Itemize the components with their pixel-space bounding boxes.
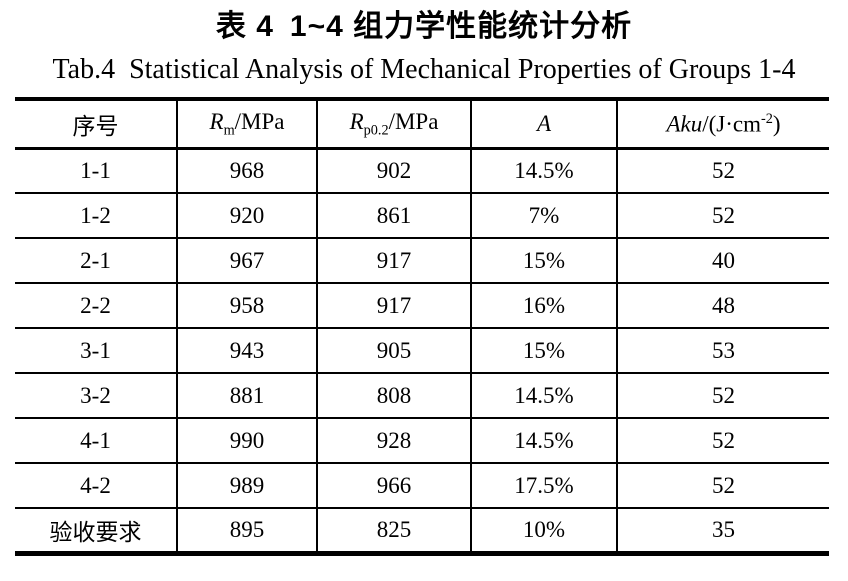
- table-cell: 2-2: [80, 292, 111, 318]
- table-cell: 3-1: [80, 337, 111, 363]
- column-header-elongation: A: [470, 99, 617, 149]
- table-body: 1-1 968 902 14.5% 52 1-2 920 861 7% 52 2-1 967 917 15…: [15, 148, 829, 554]
- rm-unit: /MPa: [234, 108, 285, 134]
- table-cell: 861: [316, 193, 471, 239]
- table-cell: 14.5%: [470, 148, 617, 194]
- table-cell: 48: [616, 283, 829, 329]
- table-cell: 808: [316, 373, 471, 419]
- table-cell: 52: [616, 418, 829, 464]
- table-title-en: Tab.4 Statistical Analysis of Mechanical …: [0, 52, 848, 88]
- table-cell: 1-1: [80, 158, 111, 184]
- mechanical-properties-table: 序号 Rm/MPa Rp0.2/MPa A Aku/(J·cm-2) 1-1 96…: [15, 97, 829, 556]
- table-cell: 14.5%: [470, 373, 617, 419]
- table-cell: 52: [616, 148, 829, 194]
- table-cell: 917: [316, 283, 471, 329]
- aku-symbol: Aku: [666, 111, 703, 137]
- table-cell: 917: [316, 238, 471, 284]
- column-header-rm: Rm/MPa: [176, 99, 317, 149]
- aku-unit-close: ): [772, 111, 781, 137]
- table-cell: 4-1: [80, 427, 111, 453]
- column-header-serial: 序号: [72, 114, 119, 140]
- title-en-number: Tab.4: [52, 54, 116, 85]
- table-cell: 958: [176, 283, 317, 329]
- table-row: 4-1 990 928 14.5% 52: [15, 418, 829, 464]
- table-cell: 验收要求: [49, 520, 142, 546]
- table-cell: 7%: [470, 193, 617, 239]
- table-row: 2-2 958 917 16% 48: [15, 283, 829, 329]
- table-cell: 902: [316, 148, 471, 194]
- table-row: 4-2 989 966 17.5% 52: [15, 463, 829, 509]
- table-row: 2-1 967 917 15% 40: [15, 238, 829, 284]
- rp02-symbol: R: [349, 108, 364, 134]
- table-header: 序号 Rm/MPa Rp0.2/MPa A Aku/(J·cm-2): [15, 99, 829, 149]
- header-row: 序号 Rm/MPa Rp0.2/MPa A Aku/(J·cm-2): [15, 99, 829, 149]
- table-cell: 35: [616, 508, 829, 554]
- table-cell: 17.5%: [470, 463, 617, 509]
- table-cell: 905: [316, 328, 471, 374]
- table-cell: 14.5%: [470, 418, 617, 464]
- table-cell: 943: [176, 328, 317, 374]
- title-en-text: Statistical Analysis of Mechanical Prope…: [129, 54, 796, 85]
- table-title-zh: 表 4 1~4 组力学性能统计分析: [0, 7, 848, 46]
- column-header-aku: Aku/(J·cm-2): [616, 99, 829, 149]
- table-cell: 1-2: [80, 202, 111, 228]
- table-row: 3-2 881 808 14.5% 52: [15, 373, 829, 419]
- table-cell: 52: [616, 373, 829, 419]
- table-cell: 928: [316, 418, 471, 464]
- rp02-unit: /MPa: [388, 108, 439, 134]
- table-cell: 967: [176, 238, 317, 284]
- table-cell: 52: [616, 193, 829, 239]
- column-header-rp02: Rp0.2/MPa: [316, 99, 471, 149]
- table-cell: 895: [176, 508, 317, 554]
- table-cell: 40: [616, 238, 829, 284]
- elongation-symbol: A: [536, 111, 552, 137]
- table-row: 1-1 968 902 14.5% 52: [15, 148, 829, 194]
- table-cell: 16%: [470, 283, 617, 329]
- paper-page: 表 4 1~4 组力学性能统计分析 Tab.4 Statistical Analys…: [0, 7, 848, 556]
- table-cell: 10%: [470, 508, 617, 554]
- table-cell: 2-1: [80, 247, 111, 273]
- table-cell: 989: [176, 463, 317, 509]
- table-cell: 825: [316, 508, 471, 554]
- table-cell: 966: [316, 463, 471, 509]
- rp02-subscript: p0.2: [363, 122, 389, 139]
- table-cell: 15%: [470, 328, 617, 374]
- table-cell: 968: [176, 148, 317, 194]
- table-cell: 53: [616, 328, 829, 374]
- table-cell: 881: [176, 373, 317, 419]
- table-row: 3-1 943 905 15% 53: [15, 328, 829, 374]
- table-cell: 52: [616, 463, 829, 509]
- table-row: 1-2 920 861 7% 52: [15, 193, 829, 239]
- table-cell: 4-2: [80, 472, 111, 498]
- table-row: 验收要求 895 825 10% 35: [15, 508, 829, 554]
- aku-exponent: -2: [760, 110, 773, 127]
- rm-subscript: m: [223, 122, 235, 139]
- title-zh-number: 表 4: [215, 10, 274, 43]
- table-cell: 3-2: [80, 382, 111, 408]
- table-cell: 990: [176, 418, 317, 464]
- title-zh-text: 1~4 组力学性能统计分析: [289, 10, 633, 43]
- rm-symbol: R: [209, 108, 224, 134]
- aku-unit: /(J·cm: [702, 111, 761, 137]
- table-cell: 920: [176, 193, 317, 239]
- table-cell: 15%: [470, 238, 617, 284]
